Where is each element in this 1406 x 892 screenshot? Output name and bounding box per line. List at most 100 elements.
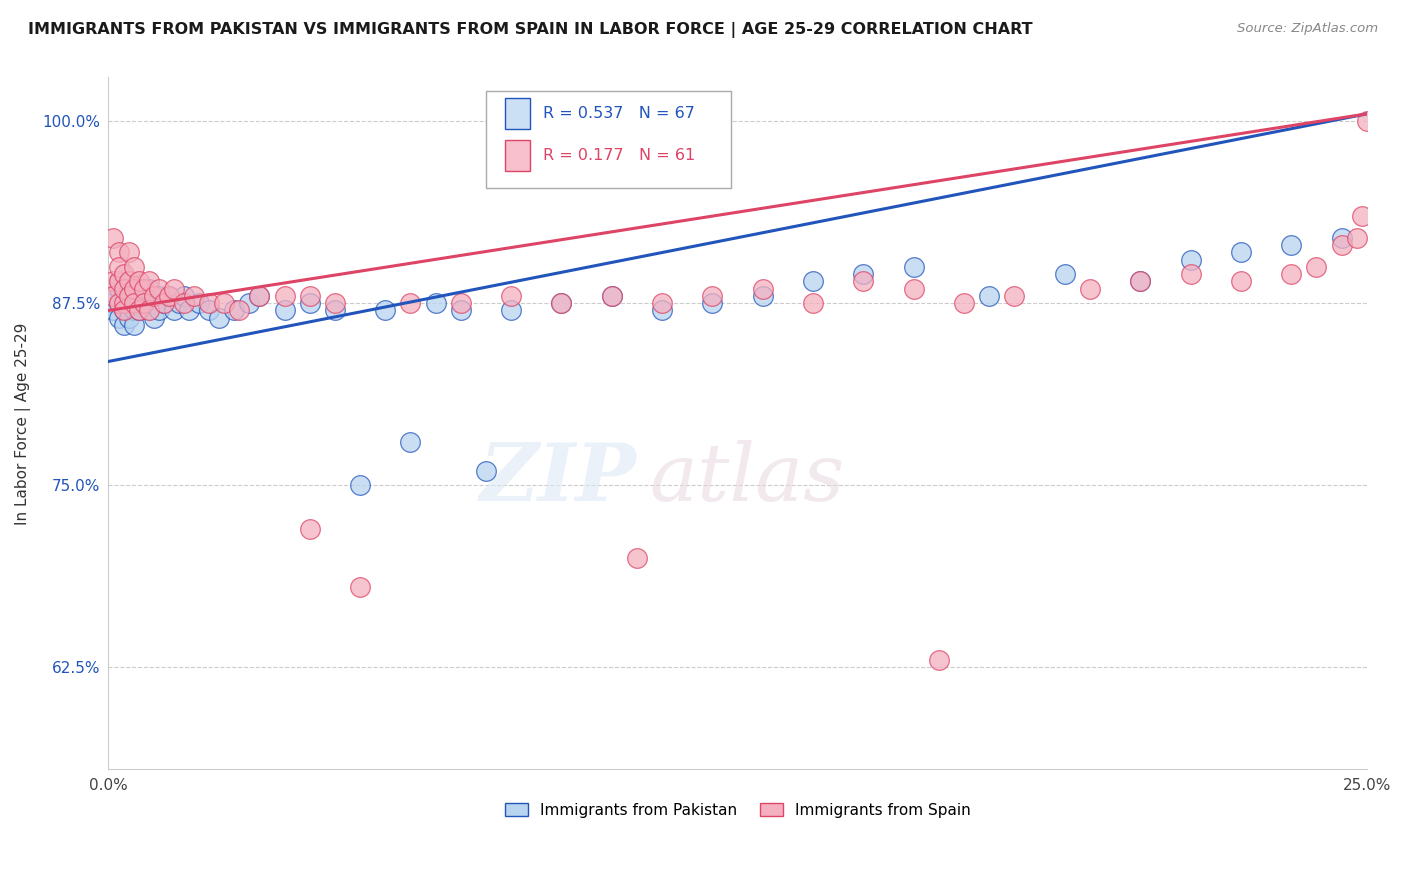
Point [132, 282, 155, 296]
Point [501, 289, 523, 303]
Point [600, 289, 623, 303]
Point [752, 289, 775, 303]
Point [107, 274, 129, 288]
Point [928, 653, 950, 667]
Point [103, 296, 125, 310]
Point [132, 289, 155, 303]
Point [112, 267, 135, 281]
Point [1330, 238, 1353, 252]
Point [228, 303, 250, 318]
Point [212, 296, 235, 310]
Point [103, 230, 125, 244]
Point [122, 303, 145, 318]
Point [298, 522, 321, 536]
Point [122, 318, 145, 332]
Point [173, 289, 195, 303]
Point [117, 289, 139, 303]
Point [600, 289, 623, 303]
Point [198, 303, 221, 318]
Point [117, 310, 139, 325]
Point [1330, 230, 1353, 244]
Point [702, 289, 724, 303]
FancyBboxPatch shape [486, 91, 731, 188]
Point [852, 274, 875, 288]
Point [1346, 230, 1368, 244]
Text: R = 0.177   N = 61: R = 0.177 N = 61 [543, 148, 695, 163]
Point [128, 274, 150, 288]
Point [903, 282, 925, 296]
Point [224, 303, 246, 318]
Text: atlas: atlas [650, 440, 845, 517]
Point [349, 580, 371, 594]
Point [148, 289, 170, 303]
Point [752, 282, 775, 296]
Point [249, 289, 271, 303]
Point [167, 296, 190, 310]
Point [702, 296, 724, 310]
Point [183, 289, 205, 303]
Point [399, 296, 422, 310]
Point [425, 296, 447, 310]
Point [112, 303, 135, 318]
Point [1230, 245, 1253, 260]
Point [173, 296, 195, 310]
Point [177, 303, 200, 318]
Point [163, 303, 186, 318]
Point [112, 282, 135, 296]
Point [107, 310, 129, 325]
Point [112, 303, 135, 318]
Point [117, 245, 139, 260]
Point [138, 303, 160, 318]
Point [138, 282, 160, 296]
Point [450, 296, 472, 310]
Point [1351, 209, 1374, 223]
Point [128, 303, 150, 318]
Point [626, 551, 648, 566]
Point [103, 289, 125, 303]
Point [249, 289, 271, 303]
Point [1004, 289, 1026, 303]
Point [801, 296, 824, 310]
Point [103, 303, 125, 318]
Point [142, 289, 165, 303]
Point [399, 434, 422, 449]
Point [374, 303, 396, 318]
Point [122, 260, 145, 274]
Point [801, 274, 824, 288]
Point [157, 289, 180, 303]
Text: Source: ZipAtlas.com: Source: ZipAtlas.com [1237, 22, 1378, 36]
Point [148, 282, 170, 296]
Point [651, 303, 673, 318]
Point [1305, 260, 1327, 274]
Point [142, 310, 165, 325]
Point [112, 318, 135, 332]
Point [1078, 282, 1101, 296]
Point [1355, 114, 1378, 128]
Point [132, 296, 155, 310]
Point [117, 289, 139, 303]
Point [157, 289, 180, 303]
Point [188, 296, 211, 310]
Legend: Immigrants from Pakistan, Immigrants from Spain: Immigrants from Pakistan, Immigrants fro… [499, 797, 977, 824]
Point [132, 296, 155, 310]
Point [128, 303, 150, 318]
Point [298, 289, 321, 303]
Point [138, 274, 160, 288]
Point [198, 296, 221, 310]
Point [238, 296, 260, 310]
Point [112, 296, 135, 310]
Point [153, 296, 176, 310]
Text: IMMIGRANTS FROM PAKISTAN VS IMMIGRANTS FROM SPAIN IN LABOR FORCE | AGE 25-29 COR: IMMIGRANTS FROM PAKISTAN VS IMMIGRANTS F… [28, 22, 1033, 38]
Point [107, 260, 129, 274]
Point [122, 296, 145, 310]
Bar [505, 140, 530, 171]
Point [128, 296, 150, 310]
Point [103, 289, 125, 303]
Point [128, 282, 150, 296]
Point [107, 296, 129, 310]
Bar [505, 98, 530, 129]
Point [953, 296, 976, 310]
Point [138, 303, 160, 318]
Point [1129, 274, 1152, 288]
Point [142, 296, 165, 310]
